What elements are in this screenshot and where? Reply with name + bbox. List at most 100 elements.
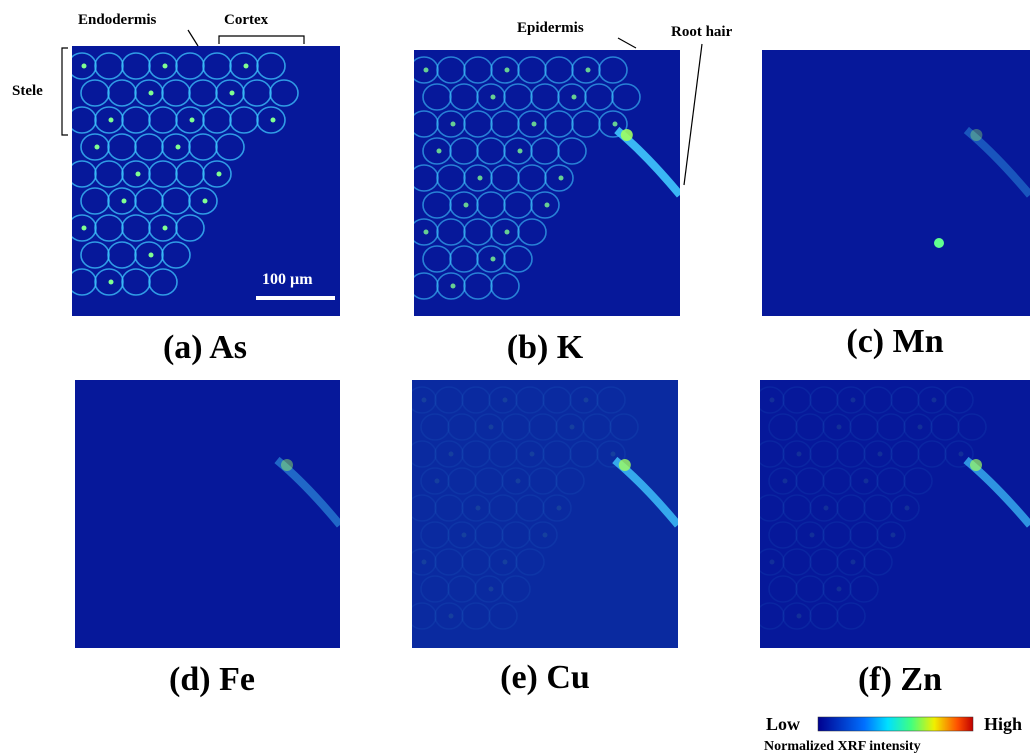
hotspot (217, 172, 222, 177)
hotspot (932, 398, 937, 403)
hotspot (824, 506, 829, 511)
hotspot (435, 479, 440, 484)
root-hair-tip (619, 459, 631, 471)
hotspot (109, 280, 114, 285)
hotspot (271, 118, 276, 123)
hotspot (437, 149, 442, 154)
panel-label: (a) As (163, 329, 247, 366)
bracket (62, 48, 68, 135)
hotspot (451, 122, 456, 127)
hotspot (584, 398, 589, 403)
xrf-map (75, 380, 340, 648)
hotspot (516, 479, 521, 484)
hotspot (149, 253, 154, 258)
root-hair-tip (621, 129, 633, 141)
hotspot (851, 560, 856, 565)
map-background (75, 380, 340, 648)
hotspot (545, 203, 550, 208)
hotspot (959, 452, 964, 457)
hotspot (464, 203, 469, 208)
hotspot (586, 68, 591, 73)
panel-label: (f) Zn (858, 661, 942, 698)
arrow (618, 38, 636, 48)
hotspot (476, 506, 481, 511)
hotspot (572, 95, 577, 100)
hotspot (918, 425, 923, 430)
hotspot (109, 118, 114, 123)
hotspot (163, 226, 168, 231)
hotspot (797, 452, 802, 457)
annotation: Epidermis (517, 20, 584, 36)
panels: (a) As (b) K (c) Mn (d) Fe (e) Cu (f) Zn (68, 46, 1030, 698)
panel-label: (b) K (507, 329, 584, 366)
hotspot (505, 68, 510, 73)
colorbar-high: High (984, 714, 1022, 734)
annotation: Cortex (224, 12, 269, 28)
hotspot (478, 176, 483, 181)
hotspot (878, 452, 883, 457)
xrf-map (756, 380, 1030, 648)
hotspot (489, 425, 494, 430)
annotation: Root hair (671, 24, 733, 40)
bracket (219, 36, 304, 44)
hotspot (797, 614, 802, 619)
hotspot (532, 122, 537, 127)
hotspot (770, 398, 775, 403)
hotspot (770, 560, 775, 565)
hotspot (557, 506, 562, 511)
map-background (414, 50, 680, 316)
panel-label: (c) Mn (846, 323, 943, 360)
hotspot (611, 452, 616, 457)
hotspot (503, 560, 508, 565)
hotspot (82, 64, 87, 69)
hotspot (82, 226, 87, 231)
hotspot (462, 533, 467, 538)
hotspot (422, 398, 427, 403)
root-hair-tip (281, 459, 293, 471)
hotspot (422, 560, 427, 565)
hotspot (837, 425, 842, 430)
colorbar (818, 717, 973, 731)
hotspot (449, 614, 454, 619)
panel-label: (d) Fe (169, 661, 255, 698)
xrf-map (762, 50, 1030, 316)
colorbar-low: Low (766, 714, 800, 734)
scale-bar-label: 100 µm (262, 271, 313, 288)
hotspot (451, 284, 456, 289)
hotspot (864, 479, 869, 484)
annotation: Stele (12, 83, 43, 99)
hotspot (244, 64, 249, 69)
panel-label: (e) Cu (500, 659, 590, 696)
root-hair-tip (970, 459, 982, 471)
xrf-map (410, 50, 680, 316)
hotspot (503, 398, 508, 403)
hotspot (190, 118, 195, 123)
hotspot (851, 398, 856, 403)
hotspot (491, 95, 496, 100)
hotspot (505, 230, 510, 235)
hotspot (149, 91, 154, 96)
hotspot (203, 199, 208, 204)
hotspot (518, 149, 523, 154)
hotspot (95, 145, 100, 150)
map-background (760, 380, 1030, 648)
hotspot (559, 176, 564, 181)
annotation: Endodermis (78, 12, 157, 28)
hotspot (424, 230, 429, 235)
hotspot (810, 533, 815, 538)
hotspot (934, 238, 944, 248)
hotspot (136, 172, 141, 177)
root-hair-tip (970, 129, 982, 141)
colorbar-title: Normalized XRF intensity (764, 739, 921, 754)
hotspot (530, 452, 535, 457)
hotspot (449, 452, 454, 457)
hotspot (163, 64, 168, 69)
xrf-map (408, 380, 678, 648)
figure: (a) As (b) K (c) Mn (d) Fe (e) Cu (f) Zn Endo… (0, 0, 1035, 756)
hotspot (613, 122, 618, 127)
hotspot (489, 587, 494, 592)
hotspot (424, 68, 429, 73)
hotspot (122, 199, 127, 204)
hotspot (491, 257, 496, 262)
map-background (762, 50, 1030, 316)
